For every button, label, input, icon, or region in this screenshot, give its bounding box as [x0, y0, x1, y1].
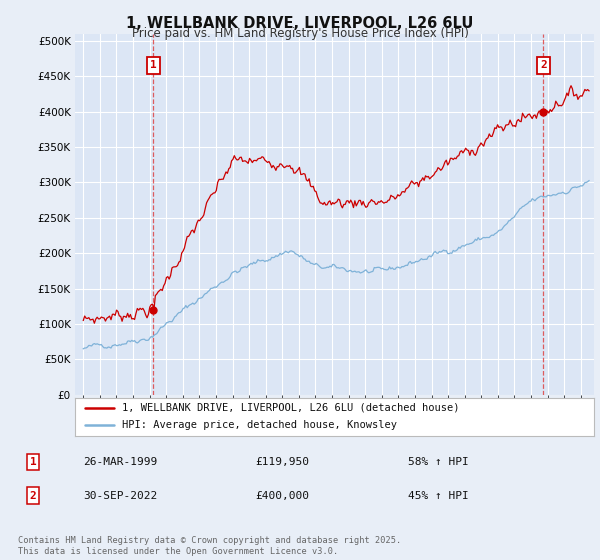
Text: 58% ↑ HPI: 58% ↑ HPI — [407, 457, 469, 467]
Text: 1, WELLBANK DRIVE, LIVERPOOL, L26 6LU: 1, WELLBANK DRIVE, LIVERPOOL, L26 6LU — [127, 16, 473, 31]
Text: 2: 2 — [540, 60, 547, 71]
Text: £400,000: £400,000 — [255, 491, 309, 501]
Text: 2: 2 — [29, 491, 37, 501]
Text: 1: 1 — [150, 60, 157, 71]
Text: 26-MAR-1999: 26-MAR-1999 — [83, 457, 157, 467]
Text: £119,950: £119,950 — [255, 457, 309, 467]
Text: HPI: Average price, detached house, Knowsley: HPI: Average price, detached house, Know… — [122, 421, 397, 431]
Text: 45% ↑ HPI: 45% ↑ HPI — [407, 491, 469, 501]
Text: 1, WELLBANK DRIVE, LIVERPOOL, L26 6LU (detached house): 1, WELLBANK DRIVE, LIVERPOOL, L26 6LU (d… — [122, 403, 459, 413]
Text: 30-SEP-2022: 30-SEP-2022 — [83, 491, 157, 501]
Text: Price paid vs. HM Land Registry's House Price Index (HPI): Price paid vs. HM Land Registry's House … — [131, 27, 469, 40]
Text: 1: 1 — [29, 457, 37, 467]
Text: Contains HM Land Registry data © Crown copyright and database right 2025.
This d: Contains HM Land Registry data © Crown c… — [18, 536, 401, 556]
